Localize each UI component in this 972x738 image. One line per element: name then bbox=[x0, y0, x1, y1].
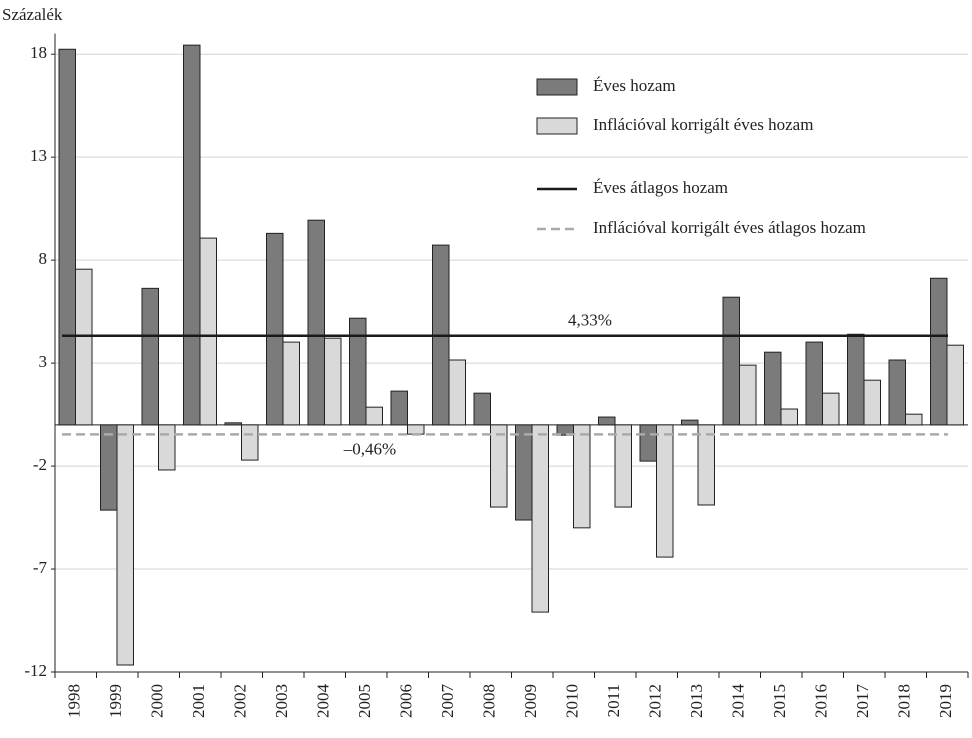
bar bbox=[847, 333, 865, 426]
legend-label: Éves hozam bbox=[593, 76, 676, 95]
x-tick-label: 2017 bbox=[853, 684, 872, 719]
bar bbox=[780, 408, 798, 426]
x-tick-label: 2016 bbox=[812, 684, 831, 718]
bar bbox=[390, 390, 408, 426]
x-tick-label: 2003 bbox=[272, 684, 291, 718]
bar bbox=[241, 424, 259, 461]
x-tick-label: 2009 bbox=[521, 684, 540, 718]
y-tick-label: -2 bbox=[33, 455, 47, 474]
average-label: –0,46% bbox=[343, 439, 396, 458]
bar bbox=[199, 237, 217, 426]
y-axis-label: Százalék bbox=[2, 5, 63, 24]
bar bbox=[448, 359, 466, 426]
y-tick-label: 13 bbox=[30, 146, 47, 165]
bar bbox=[324, 337, 342, 426]
bar bbox=[764, 351, 782, 426]
bar bbox=[863, 379, 881, 426]
bar bbox=[697, 424, 715, 506]
bar bbox=[930, 277, 948, 426]
bar bbox=[490, 424, 508, 508]
bar bbox=[75, 268, 93, 426]
bar bbox=[822, 392, 840, 426]
y-tick-label: 8 bbox=[39, 249, 48, 268]
bar bbox=[681, 419, 699, 426]
x-tick-label: 2011 bbox=[604, 684, 623, 717]
bar bbox=[656, 424, 674, 558]
x-tick-label: 2001 bbox=[189, 684, 208, 718]
bar bbox=[531, 424, 549, 613]
x-tick-label: 2007 bbox=[438, 684, 457, 719]
x-tick-label: 2019 bbox=[936, 684, 955, 718]
legend-label: Inflációval korrigált éves átlagos hozam bbox=[593, 218, 866, 237]
bar bbox=[365, 406, 383, 426]
bar bbox=[349, 317, 367, 426]
x-tick-label: 1998 bbox=[65, 684, 84, 718]
bar bbox=[100, 424, 118, 511]
y-tick-label: 18 bbox=[30, 43, 47, 62]
bar bbox=[888, 359, 906, 426]
bar bbox=[183, 44, 201, 426]
bar bbox=[158, 424, 176, 471]
x-tick-label: 2005 bbox=[355, 684, 374, 718]
x-tick-label: 2012 bbox=[646, 684, 665, 718]
legend-swatch bbox=[536, 78, 578, 96]
bar bbox=[598, 416, 616, 426]
y-tick-label: -7 bbox=[33, 558, 48, 577]
legend-label: Inflációval korrigált éves hozam bbox=[593, 115, 813, 134]
bar bbox=[905, 413, 923, 426]
bar bbox=[307, 219, 325, 426]
bar bbox=[614, 424, 632, 508]
x-tick-label: 2004 bbox=[314, 684, 333, 719]
bar bbox=[639, 424, 657, 462]
bar bbox=[515, 424, 533, 521]
x-tick-label: 2018 bbox=[895, 684, 914, 718]
bar bbox=[722, 296, 740, 426]
x-tick-label: 2015 bbox=[770, 684, 789, 718]
x-tick-label: 2010 bbox=[563, 684, 582, 718]
bar bbox=[573, 424, 591, 529]
legend-swatch bbox=[536, 117, 578, 135]
x-tick-label: 2013 bbox=[687, 684, 706, 718]
bar bbox=[805, 341, 823, 426]
bar bbox=[58, 48, 76, 426]
x-tick-label: 2000 bbox=[148, 684, 167, 718]
x-tick-label: 1999 bbox=[106, 684, 125, 718]
average-label: 4,33% bbox=[568, 311, 612, 330]
bar bbox=[141, 287, 159, 426]
bar bbox=[946, 344, 964, 426]
bar bbox=[266, 232, 284, 426]
x-tick-label: 2014 bbox=[729, 684, 748, 719]
x-tick-label: 2008 bbox=[480, 684, 499, 718]
y-tick-label: -12 bbox=[24, 661, 47, 680]
bar bbox=[116, 424, 134, 666]
bar bbox=[282, 341, 300, 426]
bar bbox=[739, 364, 757, 426]
bar bbox=[407, 424, 425, 435]
legend-label: Éves átlagos hozam bbox=[593, 178, 728, 197]
y-tick-label: 3 bbox=[39, 352, 48, 371]
bar bbox=[224, 422, 242, 426]
x-tick-label: 2006 bbox=[397, 684, 416, 718]
x-tick-label: 2002 bbox=[231, 684, 250, 718]
bar bbox=[473, 392, 491, 426]
